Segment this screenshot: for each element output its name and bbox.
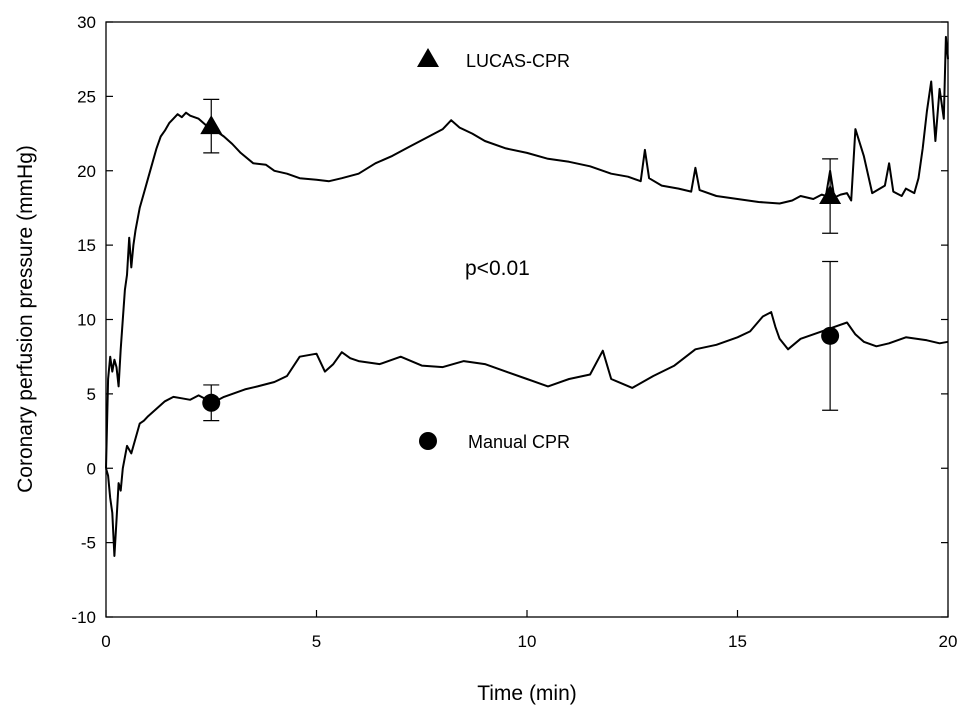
data-marker-circle [821,326,840,345]
y-tick-label: -5 [81,534,96,553]
data-marker-triangle [819,185,842,205]
x-tick-label: 0 [101,632,110,651]
y-tick-label: 25 [77,87,96,106]
series-line-manual [105,311,949,557]
y-axis-title: Coronary perfusion pressure (mmHg) [14,145,37,493]
plot-frame [105,21,949,618]
data-marker-circle [202,393,221,412]
legend-triangle-marker [417,48,439,67]
axes: 0 5 10 15 20 -10 -5 0 5 10 15 20 25 30 [71,13,957,651]
x-tick-label: 10 [518,632,537,651]
y-tick-label: 15 [77,236,96,255]
series-line-lucas [105,35,949,469]
legend-manual-label: Manual CPR [468,432,570,452]
x-tick-label: 5 [312,632,321,651]
legend-lucas-label: LUCAS-CPR [466,51,570,71]
legend-circle-marker [419,432,437,450]
legend: LUCAS-CPR Manual CPR [417,48,570,452]
y-tick-label: -10 [71,608,96,627]
y-tick-label: 0 [87,459,96,478]
y-tick-label: 10 [77,311,96,330]
marker-layer [200,98,842,422]
x-tick-label: 15 [728,632,747,651]
y-tick-label: 20 [77,162,96,181]
y-tick-label: 30 [77,13,96,32]
y-tick-label: 5 [87,385,96,404]
series-layer [105,35,949,557]
data-marker-triangle [200,115,223,135]
x-tick-label: 20 [939,632,958,651]
p-value-annotation: p<0.01 [465,257,530,280]
x-axis-title: Time (min) [477,682,577,705]
